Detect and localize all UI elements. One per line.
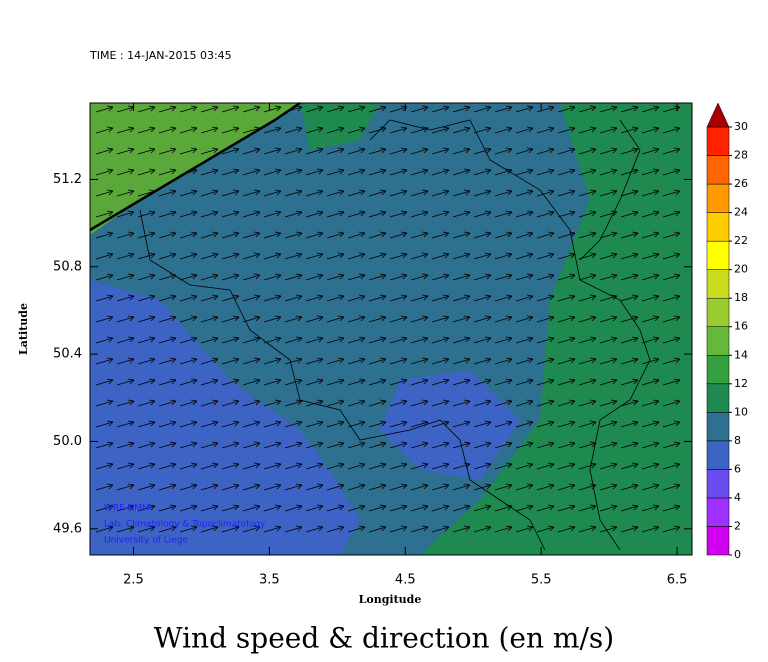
x-tick-label: 5.5 bbox=[531, 573, 552, 588]
colorbar-extend bbox=[706, 102, 730, 128]
colorbar-segment bbox=[706, 383, 730, 413]
x-tick-label: 3.5 bbox=[259, 573, 280, 588]
time-label: TIME : 14-JAN-2015 03:45 bbox=[89, 49, 232, 62]
x-tick-label: 4.5 bbox=[395, 573, 416, 588]
credit: WRF-NMM bbox=[104, 504, 150, 514]
region-fast3 bbox=[300, 103, 380, 150]
colorbar-label: 18 bbox=[734, 291, 748, 304]
colorbar-segment bbox=[706, 155, 730, 185]
plot-frame bbox=[89, 102, 693, 556]
colorbar-segment bbox=[706, 212, 730, 242]
borders bbox=[139, 119, 651, 551]
region-slow bbox=[90, 280, 360, 555]
colorbar-label: 20 bbox=[734, 263, 748, 276]
colorbar-label: 22 bbox=[734, 234, 748, 247]
field bbox=[89, 101, 693, 556]
colorbar-segment bbox=[706, 126, 730, 156]
colorbar-segment bbox=[706, 526, 730, 556]
colorbar-label: 16 bbox=[734, 320, 748, 333]
y-tick-label: 50.4 bbox=[53, 347, 82, 362]
coastline bbox=[89, 101, 301, 232]
colorbar-label: 24 bbox=[734, 206, 748, 219]
y-tick-label: 50.0 bbox=[53, 434, 82, 449]
colorbar-segment bbox=[706, 469, 730, 499]
colorbar-label: 26 bbox=[734, 177, 748, 190]
region-slow2 bbox=[380, 370, 520, 480]
colorbar-segment bbox=[706, 240, 730, 270]
colorbar-label: 10 bbox=[734, 405, 748, 418]
y-axis-label: Latitude bbox=[17, 303, 30, 355]
caption: Wind speed & direction (en m/s) bbox=[154, 622, 614, 655]
y-tick-label: 49.6 bbox=[53, 521, 82, 536]
x-tick-label: 6.5 bbox=[667, 573, 688, 588]
credit: Lab. Climatology & Topoclimatology bbox=[104, 520, 266, 530]
colorbar-segment bbox=[706, 497, 730, 527]
credit: University of Liege bbox=[104, 536, 189, 546]
colorbar-label: 28 bbox=[734, 149, 748, 162]
colorbar-label: 30 bbox=[734, 120, 748, 133]
colorbar-segment bbox=[706, 297, 730, 327]
wind-arrows bbox=[95, 105, 681, 533]
x-tick-label: 2.5 bbox=[123, 573, 144, 588]
colorbar-label: 6 bbox=[734, 462, 741, 475]
x-axis-label: Longitude bbox=[359, 593, 422, 606]
y-tick-label: 51.2 bbox=[53, 172, 82, 187]
colorbar-segment bbox=[706, 355, 730, 385]
colorbar-label: 12 bbox=[734, 377, 748, 390]
colorbar-label: 8 bbox=[734, 434, 741, 447]
colorbar-label: 0 bbox=[734, 548, 741, 561]
colorbar-segment bbox=[706, 412, 730, 442]
colorbar-label: 2 bbox=[734, 519, 741, 532]
colorbar-segment bbox=[706, 269, 730, 299]
colorbar-label: 4 bbox=[734, 491, 741, 504]
y-tick-label: 50.8 bbox=[53, 259, 82, 274]
colorbar-segment bbox=[706, 440, 730, 470]
colorbar-segment bbox=[706, 183, 730, 213]
colorbar-label: 14 bbox=[734, 348, 748, 361]
colorbar-segment bbox=[706, 326, 730, 356]
arrows bbox=[95, 105, 681, 533]
